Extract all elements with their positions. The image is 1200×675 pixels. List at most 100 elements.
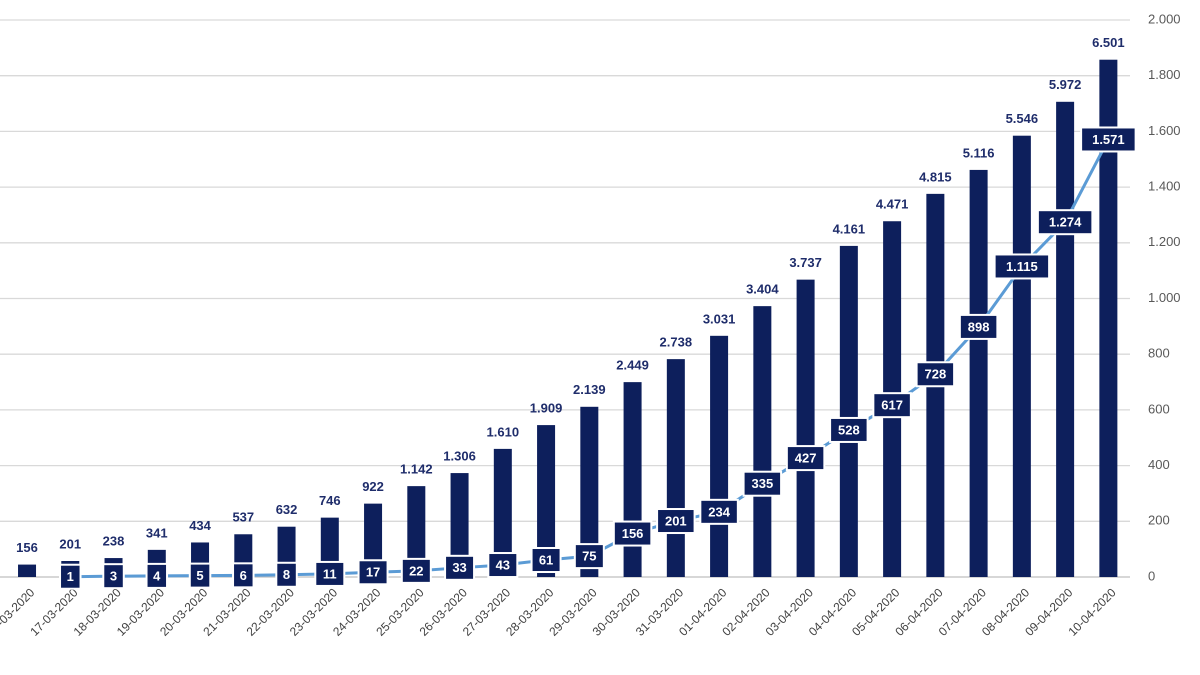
bar	[1012, 135, 1031, 578]
line-value-label-box	[232, 562, 255, 589]
line-value-label-group: 33	[444, 554, 476, 581]
bar	[537, 425, 556, 577]
y2-tick-label: 800	[1148, 346, 1170, 361]
line-value-label-box	[145, 562, 169, 589]
bar	[407, 486, 426, 577]
bar	[623, 382, 642, 577]
line-value-label-box	[357, 559, 389, 586]
bar-value-label: 2.449	[616, 358, 649, 373]
line-value-label-group: 234	[699, 498, 739, 525]
line-value-label: 11	[323, 566, 337, 581]
bar-value-label: 4.815	[919, 169, 952, 184]
bar-value-label: 3.737	[789, 255, 822, 270]
y2-tick-label: 1.200	[1148, 234, 1181, 249]
line-value-label: 33	[452, 560, 466, 575]
bar	[753, 306, 772, 577]
line-value-label: 61	[539, 552, 553, 567]
line-value-label-box	[59, 563, 82, 590]
bar-value-label: 5.546	[1006, 111, 1039, 126]
line-value-label-box	[1080, 126, 1137, 153]
line-value-label: 335	[751, 476, 773, 491]
line-value-label-group: 61	[530, 547, 562, 574]
bar-value-label: 201	[59, 536, 81, 551]
bar-value-label: 238	[103, 533, 125, 548]
bar-value-label: 4.471	[876, 197, 909, 212]
bar-value-label: 537	[232, 510, 254, 525]
line-value-label-group: 22	[400, 557, 432, 584]
line-value-label-group: 528	[829, 416, 869, 443]
line-value-label-group: 1.571	[1080, 126, 1137, 153]
line-value-label: 1	[67, 569, 74, 584]
line-value-label-group: 1	[59, 563, 82, 590]
line-value-label-group: 11	[314, 560, 346, 587]
line-value-label: 1.571	[1092, 132, 1125, 147]
bar	[18, 564, 37, 577]
bar-value-label: 4.161	[833, 221, 866, 236]
line-value-label-box	[573, 543, 605, 570]
line-value-label-box	[993, 253, 1051, 280]
line-value-label-group: 898	[958, 313, 999, 340]
bar-value-label: 3.031	[703, 311, 736, 326]
bar-value-label: 156	[16, 540, 38, 555]
bar	[1099, 59, 1118, 578]
bar	[839, 245, 858, 577]
line-value-label-box	[612, 520, 653, 547]
line-value-label-group: 201	[656, 508, 696, 535]
line-value-label: 43	[496, 557, 510, 572]
line-value-label-box	[188, 562, 212, 589]
bar-value-label: 922	[362, 479, 384, 494]
bar-value-label: 5.972	[1049, 77, 1082, 92]
bar-value-label: 2.738	[660, 335, 693, 350]
line-value-label-group: 1.115	[993, 253, 1051, 280]
line-value-label: 17	[366, 565, 380, 580]
bar-value-label: 2.139	[573, 382, 606, 397]
bar	[796, 279, 815, 577]
line-value-label-box	[958, 313, 999, 340]
line-value-label-box	[400, 557, 432, 584]
line-value-label: 1.115	[1006, 259, 1038, 274]
line-value-label-group: 3	[102, 563, 125, 590]
bar	[450, 473, 469, 577]
y2-tick-label: 200	[1148, 513, 1170, 528]
bar	[969, 169, 988, 577]
line-value-label-group: 5	[188, 562, 212, 589]
y2-tick-label: 400	[1148, 457, 1170, 472]
x-tick-label: 10-04-2020	[1065, 585, 1119, 639]
line-value-label: 6	[240, 568, 247, 583]
line-value-label-box	[785, 445, 826, 472]
line-value-label-group: 17	[357, 559, 389, 586]
bar-value-label: 1.142	[400, 462, 433, 477]
line-value-label-box	[275, 561, 298, 588]
line-value-label-group: 8	[275, 561, 298, 588]
line-value-label-group: 75	[573, 543, 605, 570]
line-value-label-box	[487, 552, 519, 579]
line-value-label: 898	[968, 319, 990, 334]
line-value-label: 156	[622, 526, 644, 541]
y2-tick-label: 1.400	[1148, 179, 1181, 194]
y2-tick-label: 0	[1148, 568, 1155, 583]
bar-value-label: 1.306	[443, 449, 476, 464]
y2-tick-label: 2.000	[1148, 11, 1181, 26]
line-value-label: 1.274	[1049, 215, 1082, 230]
y2-tick-label: 1.600	[1148, 123, 1181, 138]
line-value-label-box	[699, 498, 739, 525]
bar	[1056, 101, 1075, 577]
line-value-label: 728	[925, 367, 947, 382]
line-value-label-box	[314, 560, 346, 587]
line-value-label: 3	[110, 569, 117, 584]
line-value-label-box	[444, 554, 476, 581]
bar	[493, 448, 512, 577]
line-value-label-group: 1.274	[1036, 209, 1094, 236]
y2-tick-label: 1.800	[1148, 67, 1181, 82]
y2-tick-label: 1.000	[1148, 290, 1181, 305]
line-value-label-box	[915, 361, 956, 388]
line-value-label-group: 617	[872, 392, 912, 419]
bar-value-label: 5.116	[963, 145, 995, 160]
line-value-label: 427	[795, 451, 817, 466]
line-value-label-group: 427	[785, 445, 826, 472]
line-value-label: 22	[409, 563, 423, 578]
bar	[666, 359, 685, 577]
bar	[710, 335, 729, 577]
bar-value-label: 1.610	[487, 424, 520, 439]
bar-value-label: 746	[319, 493, 341, 508]
